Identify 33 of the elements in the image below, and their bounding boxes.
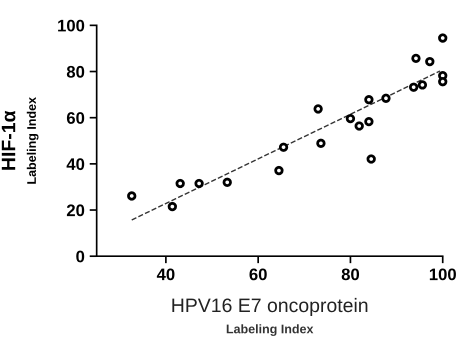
y-tick-label: 80 xyxy=(66,66,84,78)
point xyxy=(425,56,434,66)
y-tick-label: 60 xyxy=(66,112,84,124)
point xyxy=(411,54,421,64)
point xyxy=(168,202,177,212)
y-axis-title: HIF-1α Labeling Index xyxy=(2,97,39,184)
point xyxy=(127,191,136,201)
point xyxy=(381,94,391,103)
point xyxy=(278,142,288,152)
y-tick-label: 0 xyxy=(76,250,84,262)
point xyxy=(313,104,323,114)
point xyxy=(222,178,232,187)
x-tick-label: 60 xyxy=(250,268,267,280)
y-tick-label: 40 xyxy=(66,158,84,170)
x-tick-label: 100 xyxy=(430,268,456,280)
point xyxy=(409,82,418,92)
point xyxy=(438,33,448,43)
x-tick-label: 40 xyxy=(156,268,174,280)
point xyxy=(364,116,374,126)
point xyxy=(194,178,204,188)
x-tick-label: 80 xyxy=(342,268,360,280)
y-tick-label: 100 xyxy=(58,20,84,32)
y-tick-label: 20 xyxy=(66,204,84,216)
point xyxy=(176,178,185,188)
point xyxy=(438,77,448,86)
point xyxy=(274,166,284,176)
point xyxy=(366,154,376,164)
point xyxy=(354,121,364,131)
x-axis-title: HPV16 E7 oncoprotein Labeling Index xyxy=(172,298,368,336)
point xyxy=(346,114,356,124)
point xyxy=(418,80,428,90)
point xyxy=(364,95,374,104)
point xyxy=(316,138,326,148)
